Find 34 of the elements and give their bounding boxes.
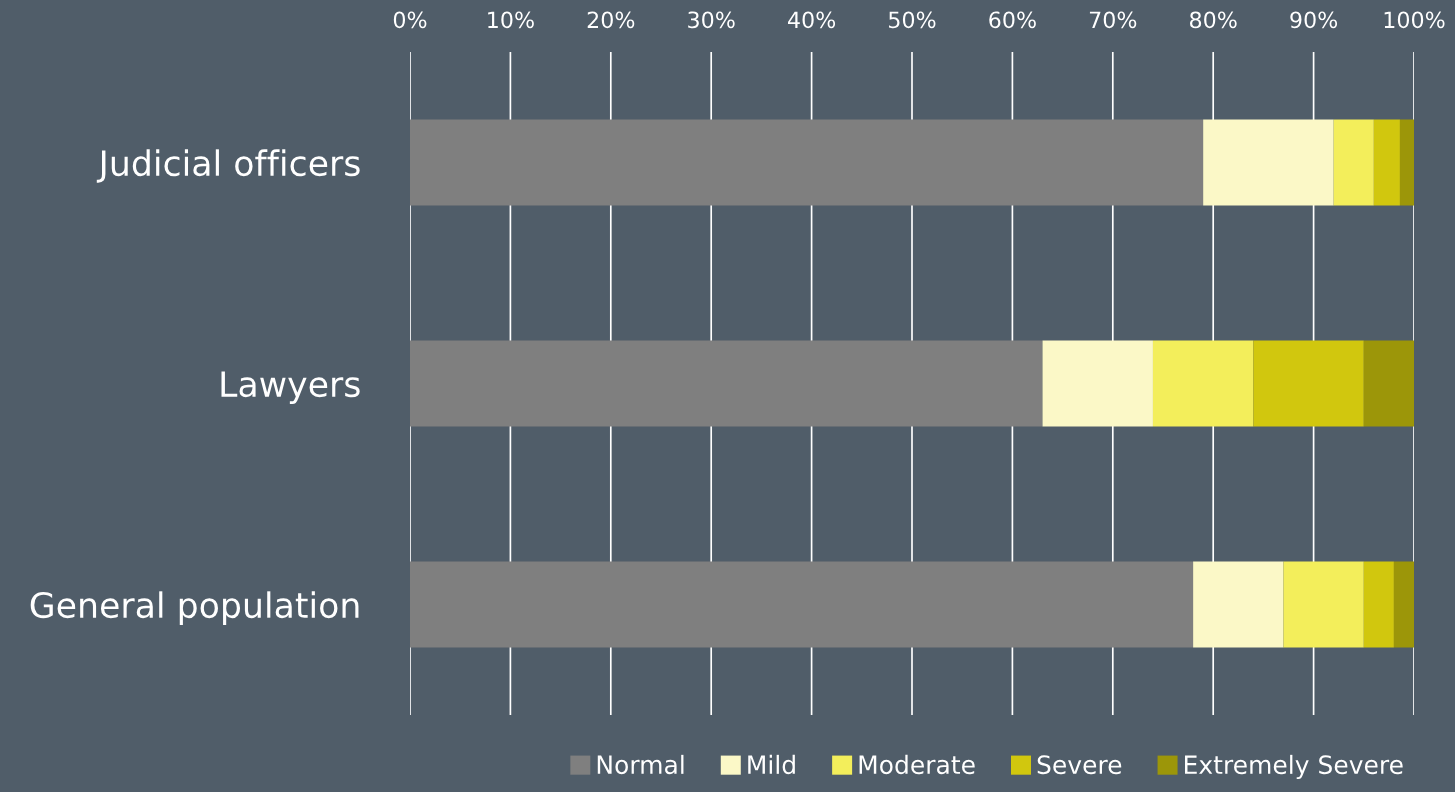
legend-label: Severe: [1037, 755, 1122, 775]
legend-label: Mild: [748, 754, 795, 775]
bar: [410, 561, 1194, 648]
bar: [1363, 340, 1414, 427]
bar: [1283, 561, 1364, 648]
bar: [1253, 340, 1364, 427]
legend-label: Normal: [597, 754, 684, 775]
bar: [410, 119, 1204, 206]
legend-label: Moderate: [859, 754, 975, 775]
x-tick-label: 0%: [393, 11, 427, 29]
x-tick-label: 30%: [688, 11, 735, 29]
y-tick-label: Lawyers: [221, 371, 360, 404]
x-tick-label: 10%: [488, 11, 534, 29]
bar: [1333, 119, 1374, 206]
bar: [410, 340, 1043, 427]
y-tick-label: Judicial officers: [96, 149, 360, 183]
x-tick-label: 20%: [587, 11, 635, 29]
x-tick-label: 60%: [989, 11, 1036, 29]
x-tick-label: 100%: [1384, 11, 1445, 29]
y-tick-label: General population: [30, 591, 359, 625]
bar: [1363, 561, 1394, 648]
x-tick-label: 90%: [1290, 11, 1338, 29]
bar: [1203, 119, 1334, 206]
x-tick-label: 70%: [1089, 11, 1137, 29]
bar: [1373, 119, 1400, 206]
legend-label: Extremely Severe: [1185, 754, 1403, 780]
bar: [1152, 340, 1254, 427]
bar: [1042, 340, 1153, 427]
bar: [1193, 561, 1284, 648]
x-tick-label: 40%: [787, 11, 836, 29]
x-tick-label: 50%: [889, 11, 936, 29]
bar: [1393, 561, 1414, 648]
bar: [1399, 119, 1414, 206]
x-tick-label: 80%: [1190, 11, 1237, 29]
